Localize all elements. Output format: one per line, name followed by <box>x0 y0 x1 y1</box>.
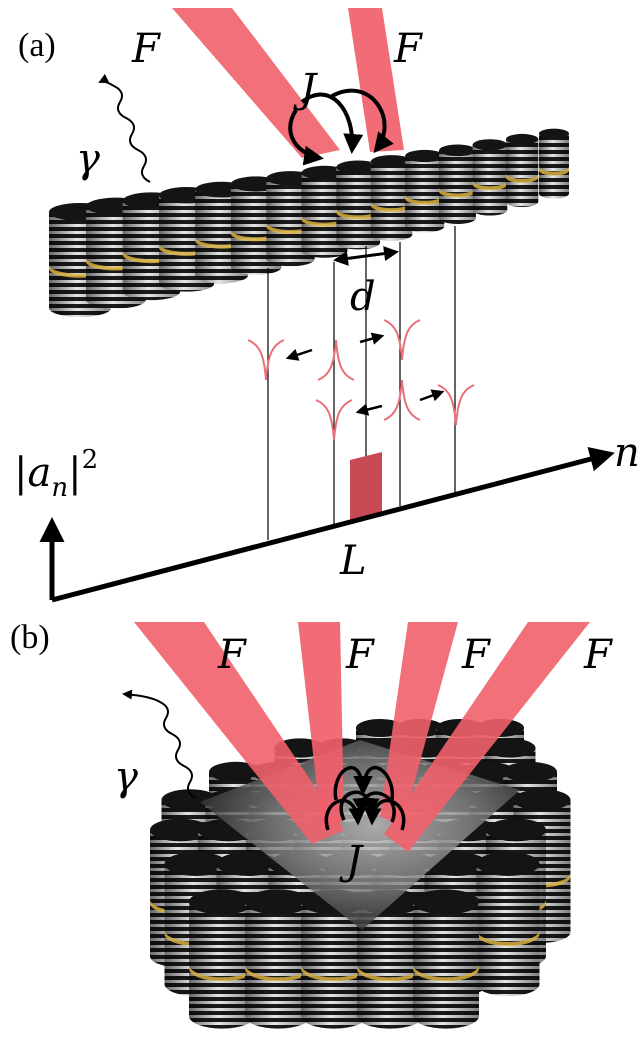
pumped-region-bar <box>350 452 382 520</box>
pumped-region-label: L <box>339 538 367 584</box>
micropillar <box>245 889 311 1029</box>
pump-beam-right <box>348 8 404 152</box>
soliton-bright-2 <box>383 379 421 421</box>
pump-label-b4: F <box>583 632 613 678</box>
density-axis-sup: 2 <box>82 445 99 475</box>
pump-beam-b2 <box>298 622 344 832</box>
micropillar <box>189 889 255 1029</box>
pump-label-left: F <box>131 26 161 72</box>
spacing-label: d <box>350 274 376 320</box>
motion-arrow-1 <box>285 348 313 361</box>
soliton-bright-1 <box>317 339 355 381</box>
soliton-dark-4 <box>437 384 475 426</box>
soliton-dark-1 <box>247 339 285 381</box>
pillar-chain <box>49 128 569 317</box>
motion-arrow-4 <box>419 389 445 402</box>
micropillar <box>301 889 367 1029</box>
soliton-profiles <box>247 319 475 441</box>
panel-a: (a) F F J γ d <box>14 8 640 603</box>
micropillar <box>476 852 540 996</box>
micropillar <box>539 128 569 199</box>
micropillar <box>370 155 413 241</box>
pump-beam-b1 <box>134 622 344 844</box>
density-axis-label: |an|2 <box>14 445 98 503</box>
pump-beam-left <box>172 8 340 158</box>
panel-b: (b) F F F F J γ <box>10 619 613 1029</box>
pump-label-b3: F <box>461 632 491 678</box>
density-axis-base: |a <box>14 450 51 496</box>
panel-b-label: (b) <box>10 619 50 656</box>
coupling-arrow-right <box>331 88 394 154</box>
micropillar <box>505 133 539 208</box>
pump-label-b2: F <box>345 632 375 678</box>
photon-wave-b <box>122 689 197 799</box>
micropillar <box>301 165 348 258</box>
site-axis-label: n <box>614 430 640 476</box>
micropillar <box>336 160 381 250</box>
site-axis <box>51 446 615 603</box>
micropillar <box>413 889 479 1029</box>
density-axis-close: | <box>68 450 81 496</box>
density-axis-sub: n <box>51 473 68 503</box>
motion-arrow-2 <box>359 332 385 345</box>
soliton-motion-arrows <box>285 332 445 416</box>
pump-beam-b3 <box>380 622 458 828</box>
panel-a-label: (a) <box>18 27 56 64</box>
photon-label-b: γ <box>114 754 138 800</box>
motion-arrow-3 <box>355 403 383 416</box>
soliton-dark-3 <box>315 399 353 441</box>
coupling-arrows-b <box>324 766 406 831</box>
coupling-arrow-left <box>288 108 324 166</box>
photon-label-a: γ <box>76 136 100 182</box>
micropillar <box>439 144 476 224</box>
photon-wave-a <box>98 73 151 183</box>
pump-label-b1: F <box>217 632 247 678</box>
pump-beam-b4 <box>384 622 590 852</box>
pump-label-right: F <box>393 26 423 72</box>
coupling-arrow-middle <box>300 92 364 154</box>
micropillar <box>472 139 508 216</box>
soliton-dark-2 <box>383 319 421 361</box>
micropillar <box>405 149 445 233</box>
